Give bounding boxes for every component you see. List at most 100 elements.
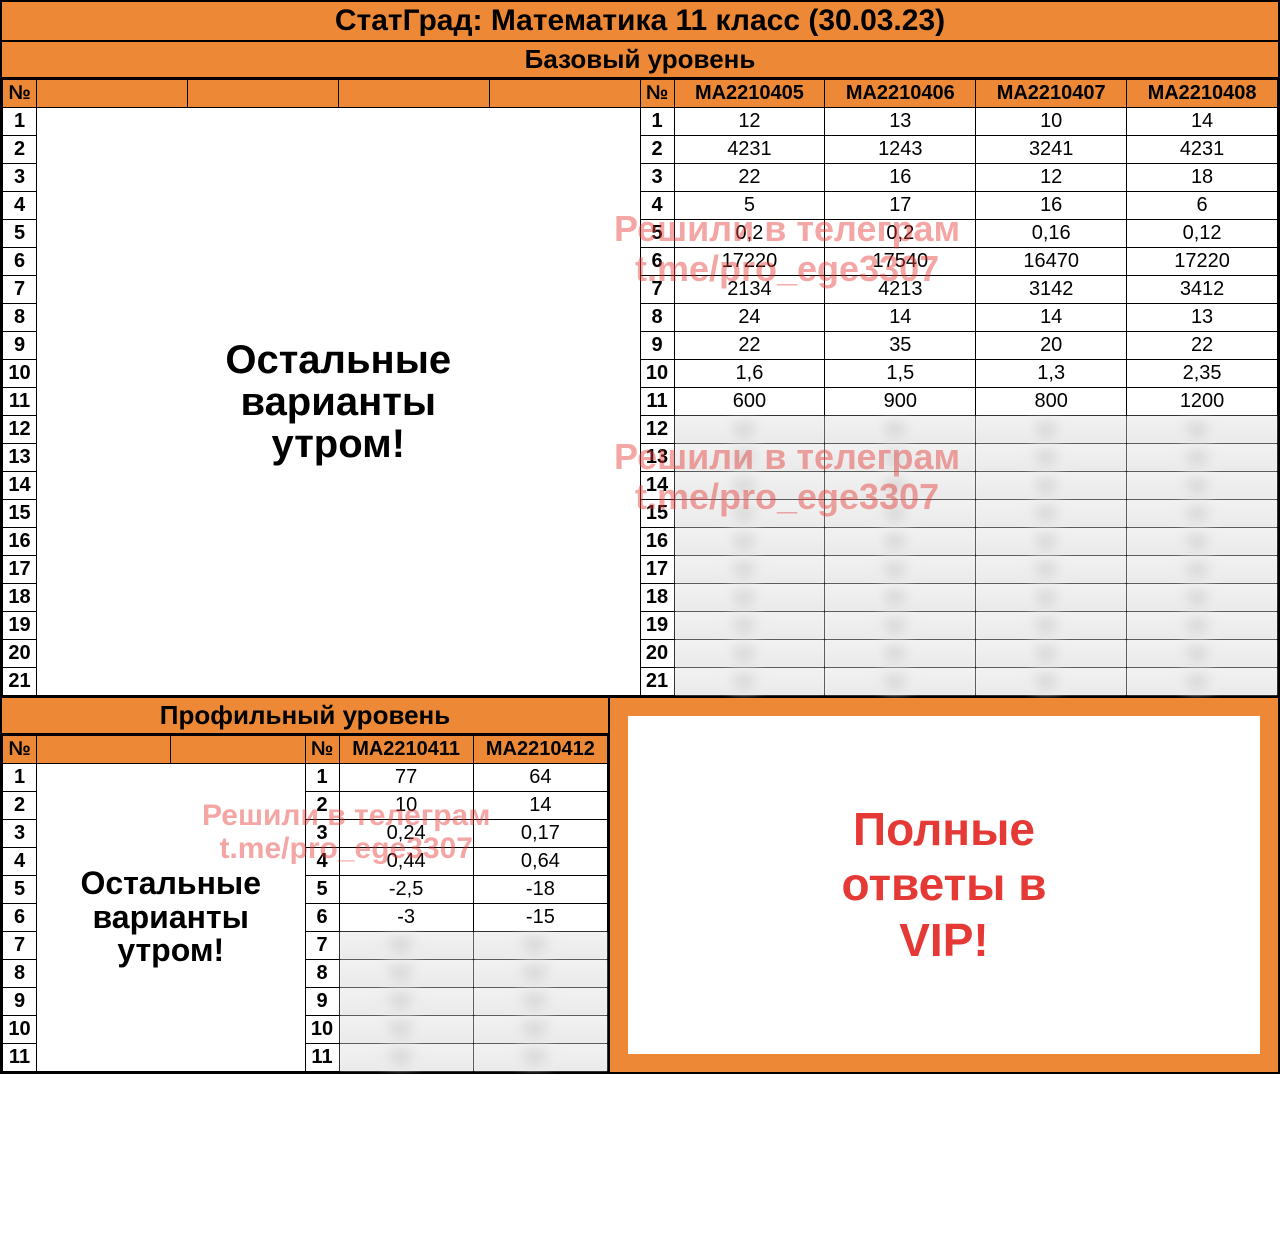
data-cell	[976, 472, 1127, 500]
row-number: 18	[640, 584, 674, 612]
row-number: 15	[3, 500, 37, 528]
row-number: 6	[3, 904, 37, 932]
left-message-cell: Остальныевариантыутром!	[37, 764, 306, 1072]
data-cell	[825, 668, 976, 696]
num-header-right: №	[305, 736, 339, 764]
row-number: 3	[640, 164, 674, 192]
data-cell: 14	[473, 792, 607, 820]
row-number: 16	[640, 528, 674, 556]
left-message-text: Остальныевариантыутром!	[37, 339, 640, 465]
row-number: 14	[640, 472, 674, 500]
row-number: 7	[305, 932, 339, 960]
row-number: 11	[3, 388, 37, 416]
variant-header: MA2210407	[976, 80, 1127, 108]
data-cell	[674, 444, 825, 472]
data-cell	[674, 528, 825, 556]
row-number: 9	[3, 988, 37, 1016]
data-cell: -3	[339, 904, 473, 932]
data-cell	[1127, 528, 1278, 556]
data-cell	[473, 1016, 607, 1044]
row-number: 2	[640, 136, 674, 164]
data-cell	[674, 584, 825, 612]
num-header-left: №	[3, 80, 37, 108]
data-cell: 10	[339, 792, 473, 820]
data-cell: 0,17	[473, 820, 607, 848]
data-cell	[339, 932, 473, 960]
data-cell: 0,16	[976, 220, 1127, 248]
data-cell: 17540	[825, 248, 976, 276]
data-cell: 1,3	[976, 360, 1127, 388]
data-cell	[1127, 556, 1278, 584]
row-number: 3	[305, 820, 339, 848]
row-number: 20	[640, 640, 674, 668]
row-number: 18	[3, 584, 37, 612]
data-cell: 0,64	[473, 848, 607, 876]
data-cell: 1200	[1127, 388, 1278, 416]
data-cell	[976, 416, 1127, 444]
data-cell: 16	[976, 192, 1127, 220]
data-cell	[674, 640, 825, 668]
row-number: 12	[640, 416, 674, 444]
data-cell: 14	[976, 304, 1127, 332]
data-cell	[976, 584, 1127, 612]
row-number: 9	[640, 332, 674, 360]
data-cell	[473, 1044, 607, 1072]
data-cell	[825, 500, 976, 528]
row-number: 5	[640, 220, 674, 248]
vip-inner: Полные ответы в VIP!	[628, 716, 1260, 1054]
data-cell: 1,5	[825, 360, 976, 388]
profile-header-row: № № MA2210411 MA2210412	[3, 736, 608, 764]
data-cell: 12	[674, 108, 825, 136]
data-cell: 4213	[825, 276, 976, 304]
row-number: 4	[3, 192, 37, 220]
data-cell: 0,44	[339, 848, 473, 876]
row-number: 4	[640, 192, 674, 220]
row-number: 9	[305, 988, 339, 1016]
data-cell	[674, 556, 825, 584]
variant-header: MA2210411	[339, 736, 473, 764]
data-cell: 3412	[1127, 276, 1278, 304]
data-cell	[1127, 584, 1278, 612]
data-cell: 900	[825, 388, 976, 416]
data-cell: 6	[1127, 192, 1278, 220]
data-cell: 0,12	[1127, 220, 1278, 248]
empty-header	[37, 736, 171, 764]
variant-header: MA2210405	[674, 80, 825, 108]
row-number: 3	[3, 164, 37, 192]
row-number: 11	[305, 1044, 339, 1072]
variant-header: MA2210406	[825, 80, 976, 108]
main-title: СтатГрад: Математика 11 класс (30.03.23)	[2, 2, 1278, 42]
basic-header-row: № № MA2210405 MA2210406 MA2210407 MA2210…	[3, 80, 1278, 108]
data-cell: 14	[1127, 108, 1278, 136]
data-cell: 3142	[976, 276, 1127, 304]
row-number: 7	[3, 932, 37, 960]
data-cell	[674, 500, 825, 528]
data-cell	[976, 556, 1127, 584]
vip-panel: Полные ответы в VIP!	[610, 698, 1278, 1072]
data-cell	[1127, 640, 1278, 668]
row-number: 8	[640, 304, 674, 332]
left-message-cell: Остальныевариантыутром!	[37, 108, 641, 696]
row-number: 3	[3, 820, 37, 848]
row-number: 8	[305, 960, 339, 988]
row-number: 19	[3, 612, 37, 640]
profile-table: № № MA2210411 MA2210412 1Остальныевариан…	[2, 735, 608, 1072]
data-cell	[1127, 668, 1278, 696]
row-number: 4	[305, 848, 339, 876]
data-cell: 10	[976, 108, 1127, 136]
row-number: 9	[3, 332, 37, 360]
row-number: 21	[640, 668, 674, 696]
row-number: 1	[305, 764, 339, 792]
row-number: 1	[3, 764, 37, 792]
row-number: 4	[3, 848, 37, 876]
data-cell: 1243	[825, 136, 976, 164]
data-cell: 17	[825, 192, 976, 220]
data-cell: 3241	[976, 136, 1127, 164]
row-number: 8	[3, 304, 37, 332]
row-number: 1	[640, 108, 674, 136]
row-number: 2	[305, 792, 339, 820]
row-number: 11	[640, 388, 674, 416]
data-cell: -15	[473, 904, 607, 932]
row-number: 6	[3, 248, 37, 276]
data-cell	[825, 612, 976, 640]
